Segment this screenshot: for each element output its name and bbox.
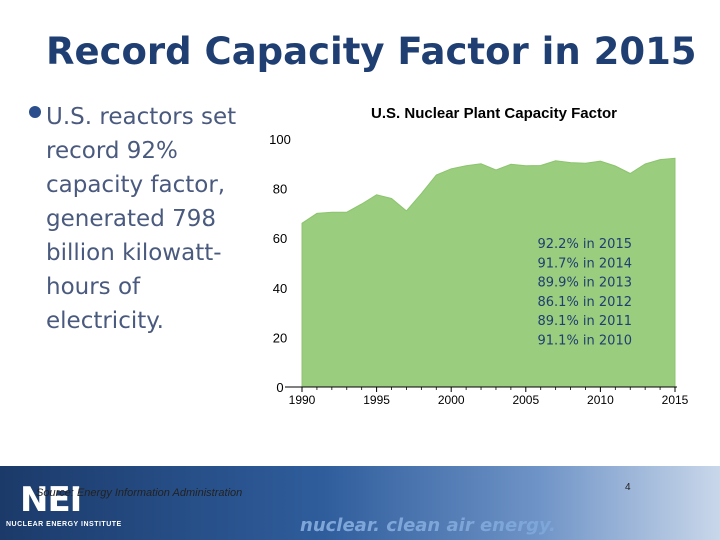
capacity-factor-area <box>301 157 676 388</box>
annotation-label: 91.1% in 2010 <box>538 334 633 349</box>
x-tick-label: 2010 <box>587 393 614 407</box>
page-number: 4 <box>625 482 631 493</box>
slide-title: Record Capacity Factor in 2015 <box>46 30 697 73</box>
footer-bar <box>0 466 720 540</box>
chart-title: U.S. Nuclear Plant Capacity Factor <box>371 105 617 122</box>
x-tick-label: 2015 <box>662 393 689 407</box>
nei-logo: NEI <box>20 480 82 520</box>
annotation-label: 89.9% in 2013 <box>538 276 633 291</box>
y-tick-label: 60 <box>273 231 287 246</box>
x-tick-label: 2005 <box>512 393 539 407</box>
annotation-label: 86.1% in 2012 <box>538 295 633 310</box>
bullet-text: U.S. reactors set record 92% capacity fa… <box>46 104 237 334</box>
annotation-label: 91.7% in 2014 <box>538 256 633 271</box>
x-tick-label: 2000 <box>438 393 465 407</box>
y-tick-label: 40 <box>273 281 287 296</box>
footer-tagline: nuclear. clean air energy. <box>300 515 556 536</box>
bullet-dot-icon <box>29 106 41 118</box>
source-note: Source: Energy Information Administratio… <box>36 487 243 499</box>
y-tick-label: 100 <box>269 132 291 147</box>
y-tick-label: 20 <box>273 330 287 345</box>
annotation-label: 89.1% in 2011 <box>538 314 633 329</box>
y-tick-label: 0 <box>276 380 283 395</box>
nei-logo-subtext: NUCLEAR ENERGY INSTITUTE <box>6 521 122 528</box>
annotation-label: 92.2% in 2015 <box>538 237 633 252</box>
x-tick-label: 1990 <box>289 393 316 407</box>
y-tick-label: 80 <box>273 182 287 197</box>
x-tick-label: 1995 <box>363 393 390 407</box>
